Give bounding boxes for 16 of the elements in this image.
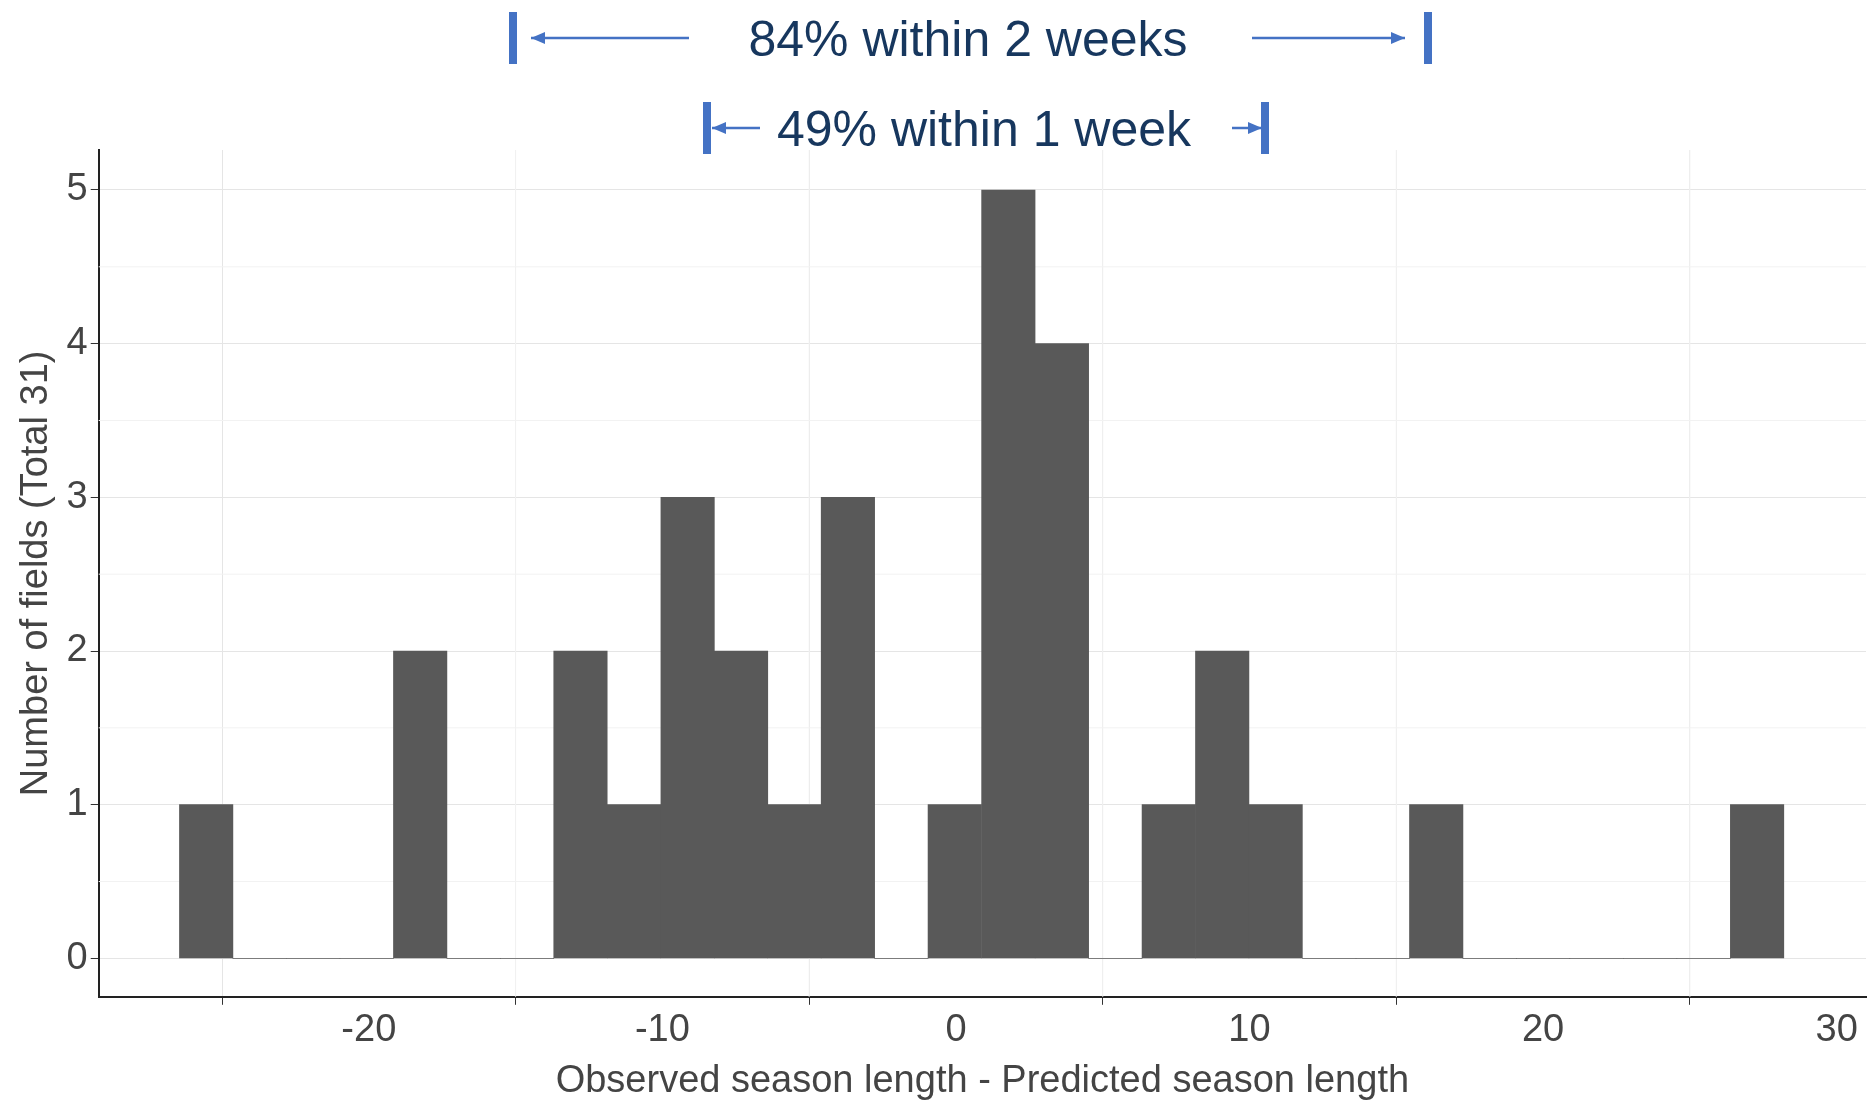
y-tick-label: 0 [66, 934, 88, 977]
x-tick-label: 10 [1228, 1007, 1271, 1050]
x-tick-label: 20 [1521, 1007, 1565, 1050]
y-tick-label: 3 [66, 473, 88, 516]
y-tick-label: 2 [66, 627, 88, 670]
annotation: 49% within 1 week [776, 101, 1192, 157]
y-tick-label: 1 [66, 781, 88, 824]
text: 84% within 2 weeks [748, 11, 1188, 67]
y-axis-title: Number of fields (Total 31) [13, 350, 56, 797]
x-axis-title: Observed season length - Predicted season length [555, 1057, 1410, 1100]
y-tick-label: 4 [66, 320, 88, 363]
x-tick-label: 0 [945, 1007, 967, 1050]
x-tick-label: 30 [1815, 1007, 1858, 1050]
y-tick-label: 5 [66, 166, 88, 209]
x-tick-label: -10 [634, 1007, 690, 1050]
x-tick-label: -20 [341, 1007, 397, 1050]
